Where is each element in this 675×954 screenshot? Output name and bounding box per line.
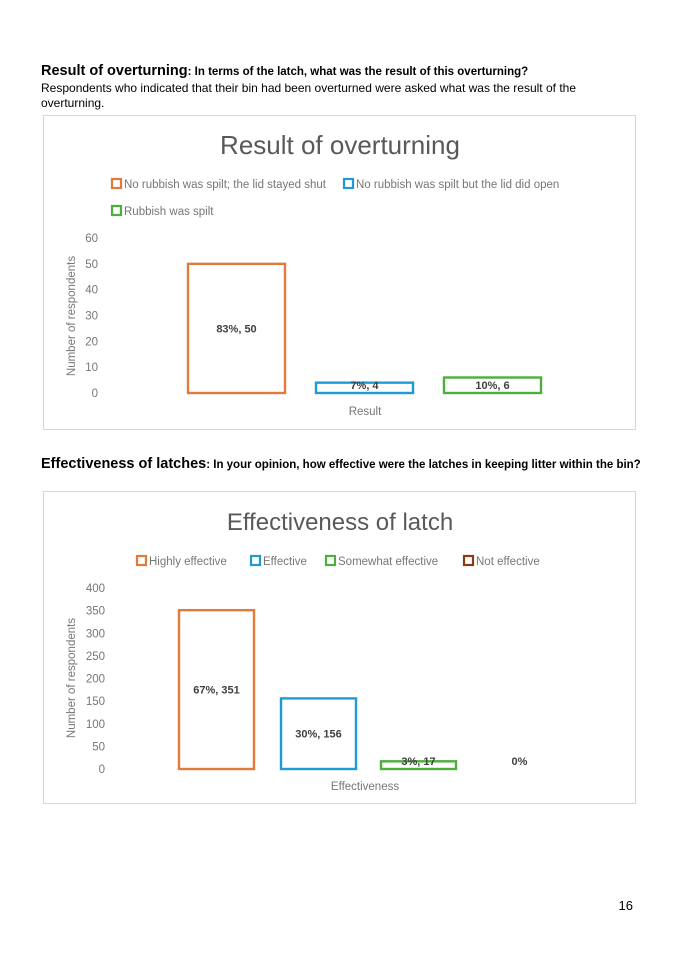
legend-label: Somewhat effective [338, 556, 438, 568]
y-tick-label: 150 [86, 696, 105, 708]
section-heading-effectiveness: Effectiveness of latches: In your opinio… [41, 456, 641, 473]
section-title: Effectiveness of latches [41, 456, 207, 472]
legend-label: Highly effective [149, 556, 227, 568]
section-paragraph: Respondents who indicated that their bin… [41, 81, 577, 110]
legend-item: Highly effective [135, 554, 227, 568]
chart-title: Effectiveness of latch [227, 509, 453, 536]
y-tick-label: 50 [92, 741, 105, 753]
chart-result-of-overturning: Result of overturning No rubbish was spi… [43, 115, 636, 430]
legend-item: No rubbish was spilt but the lid did ope… [342, 177, 559, 191]
data-label: 3%, 17 [401, 756, 435, 768]
y-tick-label: 100 [86, 719, 105, 731]
legend-item: No rubbish was spilt; the lid stayed shu… [110, 177, 327, 191]
chart-effectiveness-of-latch: Effectiveness of latch Highly effective … [43, 491, 636, 804]
legend-swatch [324, 554, 337, 567]
section-heading-overturning: Result of overturning: In terms of the l… [41, 63, 641, 80]
y-tick-label: 300 [86, 628, 105, 640]
y-tick-label: 40 [85, 285, 98, 297]
legend-swatch [249, 554, 262, 567]
bar [379, 760, 458, 771]
bar [186, 262, 287, 395]
chart-title: Result of overturning [220, 130, 460, 160]
section-question: : In terms of the latch, what was the re… [187, 66, 529, 78]
y-tick-label: 200 [86, 674, 105, 686]
data-label: 67%, 351 [193, 685, 239, 697]
legend-swatch [135, 554, 148, 567]
legend-item: Not effective [462, 554, 540, 568]
chart-svg: Effectiveness of latch Highly effective … [66, 509, 540, 793]
data-label: 10%, 6 [475, 380, 509, 392]
section-title: Result of overturning [41, 63, 188, 79]
bar [442, 376, 543, 395]
chart-svg: Result of overturning No rubbish was spi… [66, 130, 559, 418]
x-axis-label: Effectiveness [331, 781, 399, 793]
y-tick-label: 350 [86, 606, 105, 618]
y-axis-label: Number of respondents [66, 618, 78, 738]
data-label: 7%, 4 [350, 380, 379, 392]
legend-label: Rubbish was spilt [124, 206, 214, 218]
bar [177, 608, 256, 771]
y-tick-label: 250 [86, 651, 105, 663]
data-label: 0% [512, 756, 528, 768]
y-tick-label: 10 [85, 362, 98, 374]
legend-label: No rubbish was spilt; the lid stayed shu… [124, 179, 327, 191]
bar [314, 381, 415, 395]
x-axis-label: Result [349, 406, 382, 418]
legend-item: Effective [249, 554, 307, 568]
legend-swatch [110, 177, 123, 190]
legend-item: Rubbish was spilt [110, 204, 214, 218]
legend-label: Not effective [476, 556, 540, 568]
y-tick-label: 0 [99, 764, 105, 776]
page-number: 16 [618, 898, 633, 913]
legend-swatch [342, 177, 355, 190]
data-label: 83%, 50 [216, 323, 256, 335]
legend-label: Effective [263, 556, 307, 568]
data-label: 30%, 156 [295, 729, 341, 741]
legend-item: Somewhat effective [324, 554, 438, 568]
y-tick-label: 20 [85, 336, 98, 348]
y-tick-label: 50 [85, 259, 98, 271]
legend-swatch [110, 204, 123, 217]
y-tick-label: 30 [85, 311, 98, 323]
y-tick-label: 400 [86, 583, 105, 595]
legend-label: No rubbish was spilt but the lid did ope… [356, 179, 559, 191]
y-tick-label: 60 [85, 233, 98, 245]
section-question: : In your opinion, how effective were th… [206, 459, 641, 471]
y-axis-label: Number of respondents [66, 256, 78, 376]
y-tick-label: 0 [92, 388, 98, 400]
legend-swatch [462, 554, 475, 567]
bar [279, 697, 358, 771]
